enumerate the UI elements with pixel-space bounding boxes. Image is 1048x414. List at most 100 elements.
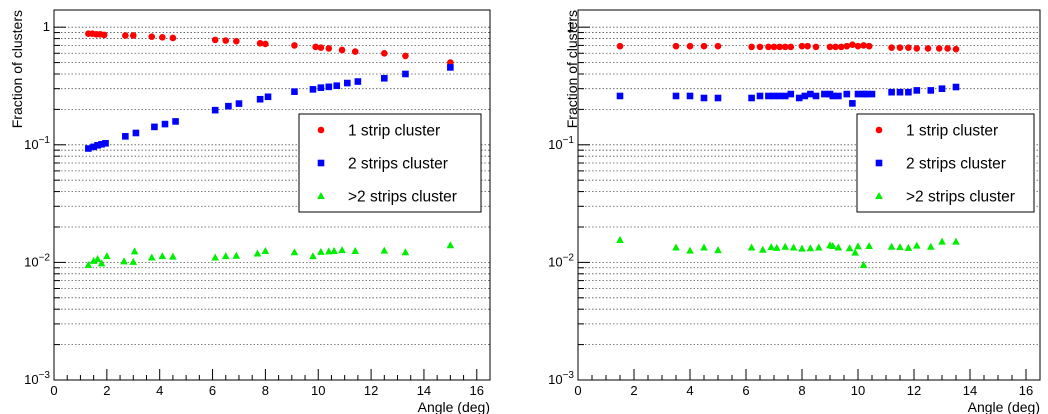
- legend-marker: [317, 159, 325, 167]
- data-point: [344, 79, 351, 87]
- data-point: [132, 129, 140, 137]
- data-point: [826, 43, 834, 51]
- data-point: [952, 83, 960, 91]
- x-tick-label: 6: [742, 383, 749, 398]
- data-point: [354, 78, 362, 85]
- plot-frame: [577, 9, 1041, 381]
- data-point: [211, 36, 219, 44]
- y-axis-title: Fraction of clusters: [9, 10, 25, 128]
- data-point: [402, 70, 409, 78]
- data-point: [896, 44, 904, 51]
- data-point: [222, 37, 230, 44]
- data-point: [714, 42, 722, 50]
- data-point: [98, 140, 105, 148]
- data-point: [700, 243, 708, 251]
- data-point: [447, 64, 454, 71]
- data-point: [832, 43, 839, 51]
- data-point: [151, 123, 158, 131]
- data-point: [317, 44, 325, 51]
- data-point: [854, 242, 862, 250]
- data-point: [834, 243, 843, 251]
- data-point: [770, 92, 778, 100]
- data-point: [100, 31, 108, 39]
- data-point: [93, 254, 102, 262]
- data-point: [402, 52, 409, 60]
- data-point: [686, 246, 694, 254]
- data-point: [686, 92, 694, 100]
- legend-box: [856, 113, 1035, 213]
- x-axis-ticks: [577, 369, 1027, 380]
- data-point: [798, 42, 806, 50]
- legend-marker: [317, 126, 325, 134]
- data-point: [938, 85, 946, 92]
- data-point: [122, 32, 129, 39]
- data-point: [795, 94, 803, 102]
- data-point: [781, 92, 789, 100]
- y-axis-ticks: [54, 26, 66, 381]
- series-3: [616, 236, 960, 269]
- data-point: [672, 243, 680, 251]
- legend-label: 2 strips cluster: [906, 156, 1006, 173]
- data-point: [129, 257, 138, 265]
- data-point: [84, 261, 93, 269]
- legend-label: 1 strip cluster: [906, 123, 998, 140]
- data-point: [851, 248, 859, 256]
- data-point: [446, 241, 455, 249]
- data-point: [905, 44, 912, 51]
- x-axis-title: Angle (deg): [968, 399, 1040, 414]
- data-point: [913, 87, 921, 94]
- data-point: [169, 34, 177, 42]
- data-point: [159, 34, 166, 41]
- x-tick-label: 8: [798, 383, 805, 398]
- data-point: [887, 242, 896, 250]
- data-point: [860, 42, 867, 49]
- data-point: [935, 45, 943, 52]
- data-point: [103, 252, 111, 260]
- data-point: [835, 92, 842, 100]
- data-point: [333, 82, 341, 90]
- data-point: [235, 100, 243, 107]
- data-point: [815, 243, 823, 251]
- data-point: [325, 83, 333, 91]
- legend-label: 2 strips cluster: [348, 156, 448, 173]
- data-point: [756, 43, 764, 51]
- data-point: [338, 46, 346, 54]
- x-tick-label: 14: [417, 383, 431, 398]
- y-axis-ticks: [578, 26, 590, 381]
- y-tick-label: 1: [567, 19, 574, 34]
- data-point: [913, 45, 921, 52]
- data-point: [843, 42, 851, 50]
- plot-frame: [53, 9, 491, 381]
- data-point: [759, 245, 767, 253]
- data-point: [770, 43, 778, 51]
- legend-label: >2 strips cluster: [348, 189, 457, 206]
- data-point: [854, 42, 862, 50]
- data-point: [767, 243, 775, 251]
- legend: 1 strip cluster 2 strips cluster >2 strips…: [856, 113, 1035, 213]
- data-point: [888, 88, 895, 96]
- data-point: [221, 252, 230, 260]
- data-point: [672, 92, 680, 100]
- data-point: [854, 90, 862, 98]
- data-point: [351, 246, 360, 254]
- data-point: [225, 102, 232, 110]
- x-tick-label: 10: [311, 383, 325, 398]
- data-point: [262, 40, 269, 48]
- y-tick-label: 10−1: [548, 135, 574, 152]
- data-point: [756, 92, 764, 100]
- y-tick-label: 10−2: [24, 252, 50, 269]
- data-point: [380, 246, 389, 254]
- legend-marker: [875, 159, 883, 167]
- data-point: [747, 243, 756, 251]
- data-point: [325, 247, 333, 255]
- series-2: [616, 83, 960, 107]
- y-tick-label: 10−3: [548, 370, 574, 387]
- data-point: [821, 90, 828, 98]
- data-point: [843, 90, 851, 98]
- data-point: [120, 257, 128, 265]
- data-point: [865, 42, 873, 50]
- data-point: [700, 94, 708, 102]
- data-point: [616, 92, 624, 100]
- data-point: [913, 241, 921, 249]
